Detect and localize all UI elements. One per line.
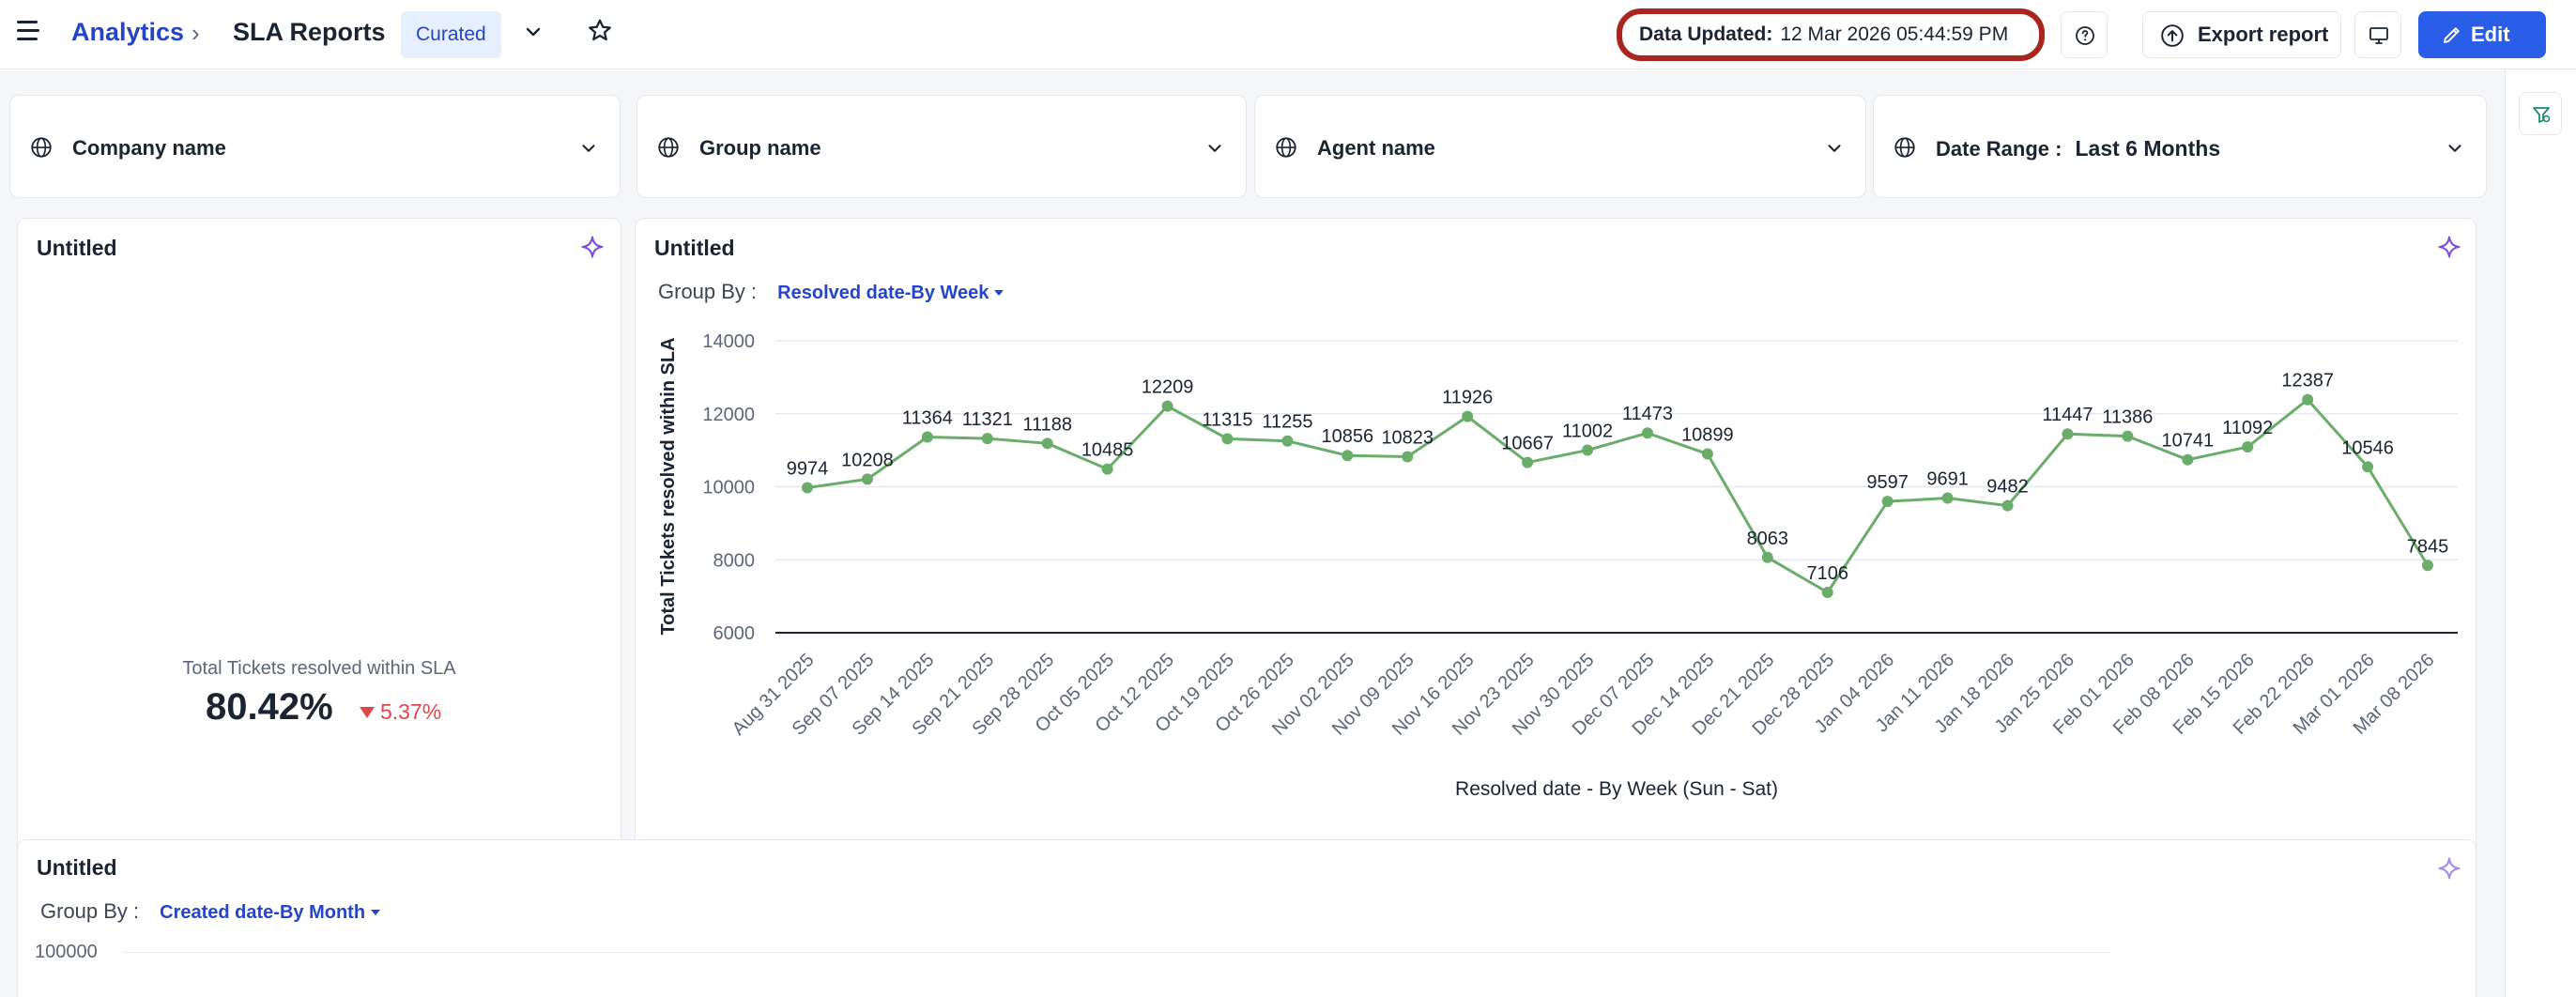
presentation-button[interactable]	[2354, 11, 2401, 58]
kpi-delta: 5.37%	[360, 699, 441, 725]
group-by-select[interactable]: Created date-By Month	[160, 902, 381, 923]
down-triangle-icon	[360, 707, 375, 718]
filter-company[interactable]: Company name	[9, 95, 621, 198]
globe-icon	[31, 137, 52, 158]
edit-button[interactable]: Edit	[2418, 11, 2546, 58]
filter-group-label: Group name	[699, 136, 821, 160]
group-by-label: Group By :	[658, 280, 758, 303]
kpi-card: Untitled Total Tickets resolved within S…	[17, 218, 621, 896]
chevron-down-icon	[1208, 145, 1221, 152]
export-report-button[interactable]: Export report	[2142, 11, 2341, 58]
kpi-card-title: Untitled	[37, 236, 117, 260]
menu-icon[interactable]	[17, 21, 39, 40]
breadcrumb-separator: ›	[192, 19, 200, 47]
pencil-icon	[2444, 27, 2460, 43]
top-header: Analytics › SLA Reports Curated Data Upd…	[0, 0, 2576, 69]
gridline	[123, 952, 2109, 953]
kpi-label: Total Tickets resolved within SLA	[182, 658, 456, 679]
data-updated-label: Data Updated:	[1639, 23, 1773, 45]
right-rail	[2505, 69, 2576, 997]
group-by-label: Group By :	[40, 899, 140, 923]
sparkle-icon[interactable]	[2436, 855, 2462, 882]
breadcrumb-analytics[interactable]: Analytics	[71, 18, 185, 46]
filter-panel-button[interactable]	[2519, 92, 2562, 135]
upload-icon	[2161, 24, 2184, 47]
group-by-value: Resolved date-By Week	[777, 283, 989, 303]
sparkle-icon[interactable]	[579, 234, 606, 260]
export-report-label: Export report	[2198, 23, 2329, 46]
dashboard-content: Company name Group name Agent name Date …	[0, 70, 2505, 997]
data-updated-value: 12 Mar 2026 05:44:59 PM	[1780, 23, 2009, 45]
monitor-icon	[2369, 27, 2388, 44]
date-range-label: Date Range :	[1936, 137, 2062, 161]
line-chart-title: Untitled	[654, 236, 735, 260]
date-range-value: Last 6 Months	[2075, 136, 2221, 161]
filter-date-range-label: Date Range : Last 6 Months	[1936, 136, 2220, 161]
kpi-delta-value: 5.37%	[380, 699, 442, 724]
filter-agent-label: Agent name	[1317, 136, 1435, 160]
data-updated-indicator: Data Updated: 12 Mar 2026 05:44:59 PM	[1617, 8, 2045, 61]
filter-icon	[2533, 107, 2551, 123]
kpi-value: 80.42%	[206, 686, 333, 728]
group-by-select[interactable]: Resolved date-By Week	[777, 283, 1004, 303]
group-by: Group By : Resolved date-By Week	[658, 280, 1004, 304]
globe-icon	[658, 137, 679, 158]
chevron-down-icon[interactable]	[522, 21, 544, 43]
group-by-value: Created date-By Month	[160, 902, 366, 923]
filter-company-label: Company name	[72, 136, 226, 160]
chevron-down-icon	[2448, 145, 2461, 152]
edit-label: Edit	[2471, 23, 2510, 46]
caret-down-icon	[994, 290, 1004, 296]
filter-bar: Company name Group name Agent name Date …	[9, 95, 2487, 207]
bottom-chart-title: Untitled	[37, 855, 117, 880]
chevron-down-icon	[1828, 145, 1841, 152]
sparkle-icon[interactable]	[2436, 234, 2462, 260]
star-icon[interactable]	[586, 17, 614, 45]
help-button[interactable]	[2061, 11, 2108, 58]
caret-down-icon	[371, 910, 381, 915]
group-by: Group By : Created date-By Month	[40, 899, 381, 924]
filter-group[interactable]: Group name	[636, 95, 1247, 198]
page-title: SLA Reports	[233, 18, 386, 46]
curated-badge: Curated	[401, 11, 501, 58]
chevron-down-icon	[582, 145, 595, 152]
bottom-chart-card: Untitled Group By : Created date-By Month…	[17, 839, 2476, 997]
globe-icon	[1276, 137, 1296, 158]
help-icon	[2076, 26, 2094, 45]
globe-icon	[1894, 137, 1915, 158]
line-chart-card: Untitled Group By : Resolved date-By Week	[635, 218, 2476, 896]
y-tick-label: 100000	[35, 942, 98, 962]
filter-agent[interactable]: Agent name	[1254, 95, 1866, 198]
filter-date-range[interactable]: Date Range : Last 6 Months	[1873, 95, 2487, 198]
